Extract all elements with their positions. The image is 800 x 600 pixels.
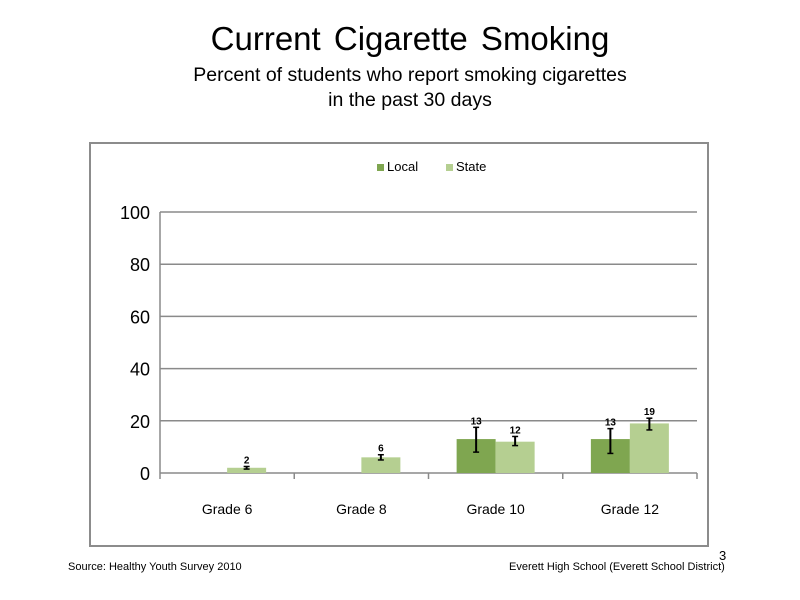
chart-frame: 0 20 40 60 80 100 Grade 6 Grade 8 Grade 10 Grade … bbox=[89, 142, 709, 547]
data-label: 12 bbox=[510, 425, 522, 436]
source-note: Source: Healthy Youth Survey 2010 bbox=[68, 561, 242, 573]
school-name: Everett High School (Everett School Dist… bbox=[509, 561, 725, 573]
bar-state bbox=[629, 423, 669, 473]
data-label: 19 bbox=[644, 407, 656, 418]
x-tick-label: Grade 8 bbox=[336, 501, 387, 517]
legend-swatch-local bbox=[377, 164, 384, 171]
y-tick-label: 60 bbox=[130, 307, 150, 327]
data-label: 13 bbox=[605, 418, 617, 429]
data-label: 13 bbox=[471, 416, 483, 427]
y-tick-label: 40 bbox=[130, 360, 150, 380]
bar-state bbox=[495, 441, 535, 473]
bar-state bbox=[227, 467, 267, 473]
x-tick-label: Grade 6 bbox=[202, 501, 253, 517]
y-tick-label: 20 bbox=[130, 412, 150, 432]
slide-subtitle-line2: in the past 30 days bbox=[328, 89, 492, 111]
bar-chart: 0 20 40 60 80 100 Grade 6 Grade 8 Grade 10 Grade … bbox=[120, 159, 698, 517]
data-label: 6 bbox=[378, 444, 384, 455]
x-tick-label: Grade 10 bbox=[466, 501, 525, 517]
slide-title: Current Cigarette Smoking bbox=[210, 20, 610, 57]
bar-state bbox=[361, 457, 401, 473]
y-tick-label: 100 bbox=[120, 203, 150, 223]
y-tick-label: 80 bbox=[130, 255, 150, 275]
legend-label-local: Local bbox=[387, 159, 418, 174]
slide-subtitle-line1: Percent of students who report smoking c… bbox=[193, 64, 627, 86]
x-tick-label: Grade 12 bbox=[601, 501, 660, 517]
legend-label-state: State bbox=[456, 159, 486, 174]
y-tick-label: 0 bbox=[140, 464, 150, 484]
page-number: 3 bbox=[719, 548, 727, 563]
data-label: 2 bbox=[244, 455, 250, 466]
legend-swatch-state bbox=[446, 164, 453, 171]
